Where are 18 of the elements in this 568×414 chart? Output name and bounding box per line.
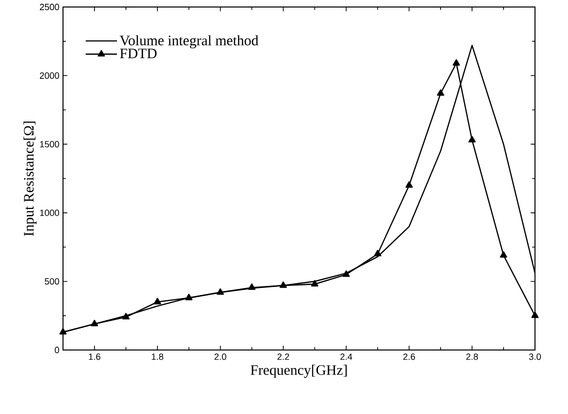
y-tick-label: 500 [44,278,60,285]
x-tick-label: 2.8 [466,354,478,360]
x-tick-label: 1.8 [152,354,164,360]
legend-label: Volume integral method [120,35,258,48]
x-tick-label: 2.4 [340,354,352,360]
x-tick-label: 2.2 [277,354,290,360]
x-axis-title: Frequency[GHz] [250,364,347,378]
y-axis-title: Input Resistance[Ω] [24,122,37,236]
x-tick-label: 2.0 [214,354,226,360]
y-tick-label: 1000 [40,210,60,216]
y-tick-label: 2000 [40,72,60,79]
y-tick-label: 2500 [40,4,60,10]
legend-label: FDTD [120,48,157,58]
y-tick-label: 1500 [40,141,60,148]
x-tick-label: 1.6 [88,354,100,360]
y-tick-label: 0 [54,346,60,354]
x-tick-label: 2.6 [403,354,415,360]
x-tick-label: 3.0 [529,354,541,360]
